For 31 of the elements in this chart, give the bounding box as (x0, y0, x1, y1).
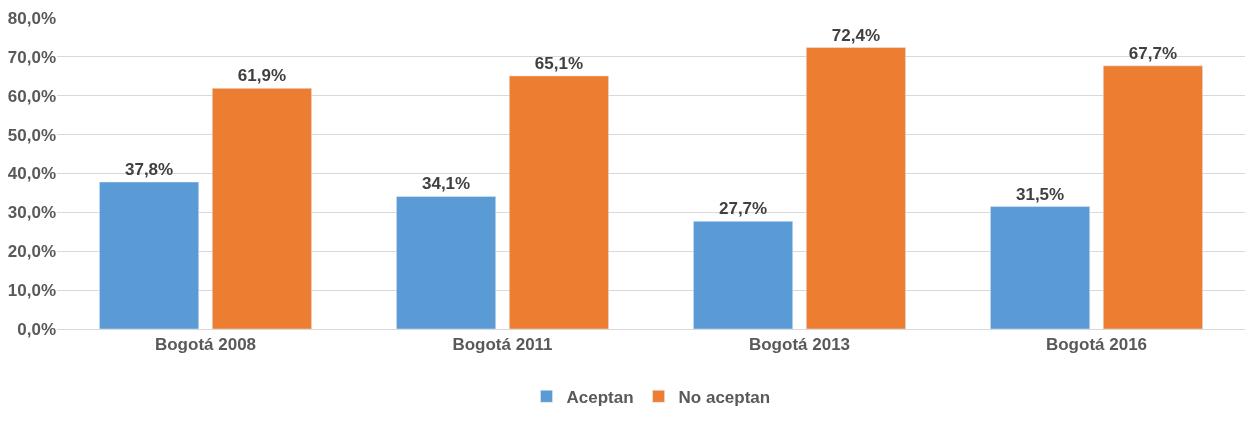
y-tick-label: 40,0% (7, 164, 56, 184)
x-tick-label: Bogotá 2013 (748, 335, 851, 355)
y-tick-label: 20,0% (7, 242, 56, 262)
y-tick-label: 80,0% (7, 8, 56, 28)
bar (990, 206, 1090, 329)
y-tick-label: 0,0% (17, 319, 56, 339)
data-label: 34,1% (421, 174, 471, 194)
x-tick-label: Bogotá 2016 (1045, 335, 1148, 355)
legend-label: No aceptan (678, 387, 771, 407)
y-tick-label: 60,0% (7, 86, 56, 106)
bar (396, 196, 496, 329)
data-label: 67,7% (1128, 43, 1178, 63)
x-tick-label: Bogotá 2008 (154, 335, 257, 355)
data-label: 72,4% (831, 25, 881, 45)
bar (1103, 65, 1203, 329)
data-label: 31,5% (1015, 184, 1065, 204)
bar (99, 181, 199, 329)
bar (212, 88, 312, 329)
data-label: 27,7% (718, 199, 768, 219)
data-label: 61,9% (237, 66, 287, 86)
y-tick-label: 10,0% (7, 281, 56, 301)
y-tick-label: 50,0% (7, 125, 56, 145)
y-tick-label: 30,0% (7, 203, 56, 223)
legend-label: Aceptan (566, 387, 634, 407)
data-label: 37,8% (124, 160, 174, 180)
bar (509, 75, 609, 329)
x-tick-label: Bogotá 2011 (452, 335, 553, 355)
data-label: 65,1% (534, 53, 584, 73)
bar (806, 47, 906, 329)
y-tick-label: 70,0% (7, 47, 56, 67)
bar (693, 221, 793, 329)
